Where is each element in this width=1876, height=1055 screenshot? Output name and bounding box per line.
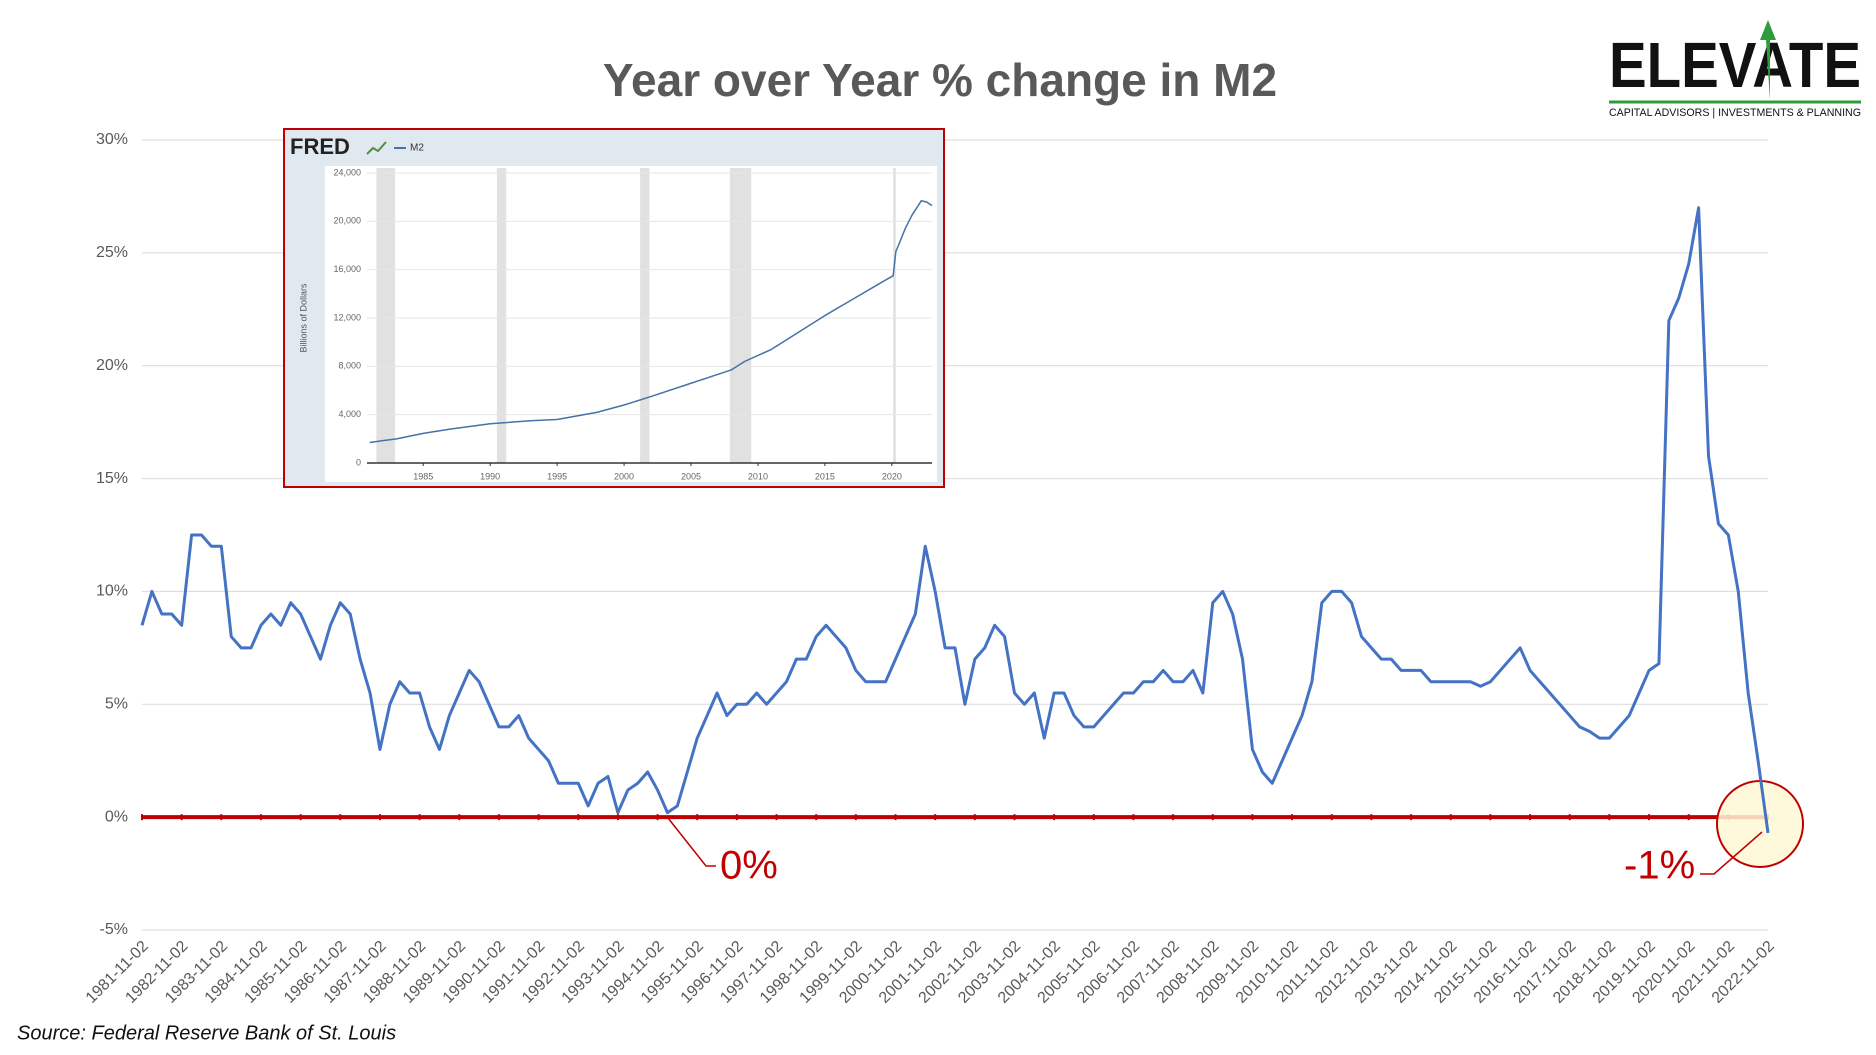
recession-band (496, 168, 507, 463)
y-tick-label: 16,000 (333, 264, 361, 274)
y-tick-label: 12,000 (333, 312, 361, 322)
recession-band (376, 168, 396, 463)
x-tick-label: 2000 (614, 471, 634, 481)
x-tick-label: 2015 (815, 471, 835, 481)
logo-arrow (1760, 20, 1776, 100)
y-tick-label: -5% (100, 921, 128, 938)
y-tick-label: 15% (96, 470, 128, 487)
recession-band (640, 168, 650, 463)
x-tick-label: 1995 (547, 471, 567, 481)
inset-chart: 0 4,000 8,000 12,000 16,000 20,000 24,000 1985 1… (283, 128, 945, 488)
x-tick-label: 2020 (882, 471, 902, 481)
y-tick-label: 30% (96, 131, 128, 148)
data-line (369, 200, 933, 444)
annotation-leader (1700, 831, 1763, 875)
inset-plot-bg (325, 166, 937, 482)
y-axis-label: Billions of Dollars (298, 283, 308, 353)
source-note: Source: Federal Reserve Bank of St. Loui… (17, 1022, 396, 1044)
data-line (140, 206, 1770, 834)
recession-band (893, 168, 896, 463)
y-tick-label: 8,000 (338, 361, 361, 371)
y-tick-label: 20% (96, 357, 128, 374)
x-tick-label: 2005 (681, 471, 701, 481)
y-tick-label: 5% (105, 696, 128, 713)
x-tick-label: 2010 (748, 471, 768, 481)
logo: ELEVATE CAPITAL ADVISORS | INVESTMENTS &… (1609, 20, 1861, 119)
y-tick-label: 4,000 (338, 409, 361, 419)
fred-brand: FRED (290, 134, 350, 159)
y-tick-label: 0 (356, 457, 361, 467)
chart-title: Year over Year % change in M2 (603, 54, 1277, 106)
y-tick-label: 25% (96, 244, 128, 261)
annotation: 0% (720, 844, 778, 888)
y-tick-label: 0% (105, 808, 128, 825)
y-tick-label: 10% (96, 583, 128, 600)
x-tick-label: 1990 (480, 471, 500, 481)
logo-tagline: CAPITAL ADVISORS | INVESTMENTS & PLANNIN… (1609, 107, 1861, 119)
annotation: -1% (1624, 844, 1695, 888)
fred-logo-mark (366, 141, 387, 155)
y-tick-label: 24,000 (333, 167, 361, 177)
highlight-circle (1716, 780, 1804, 868)
y-tick-label: 20,000 (333, 216, 361, 226)
annotation-leader (667, 817, 716, 867)
logo-name: ELEVATE (1609, 29, 1861, 101)
recession-band (729, 168, 752, 463)
x-tick-label: 1985 (413, 471, 433, 481)
legend-label: M2 (410, 143, 424, 154)
